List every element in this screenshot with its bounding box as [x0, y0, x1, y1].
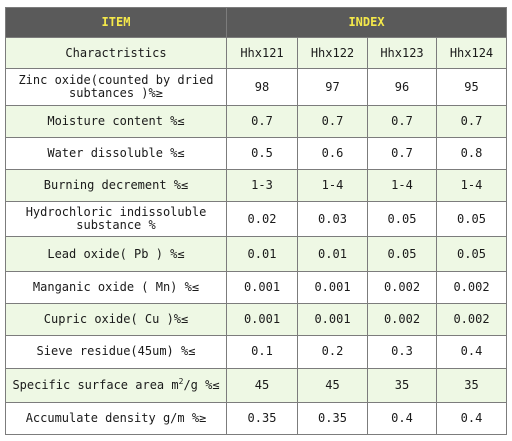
row-value: 0.7 — [436, 105, 507, 139]
table-row: Water dissoluble %≤ 0.5 0.6 0.7 0.8 — [5, 137, 507, 171]
table-row: Burning decrement %≤ 1-3 1-4 1-4 1-4 — [5, 169, 507, 203]
row-name: Accumulate density g/m %≥ — [5, 401, 227, 436]
row-value: 0.7 — [367, 105, 437, 139]
row-value: 0.001 — [226, 302, 298, 336]
row-value: 1-3 — [226, 169, 298, 203]
row-value: 0.05 — [436, 201, 507, 238]
row-value: 0.002 — [367, 270, 437, 304]
column-label-row: Charactristics Hhx121 Hhx122 Hhx123 Hhx1… — [5, 37, 507, 70]
row-value: 97 — [297, 68, 368, 107]
row-name: Cupric oxide( Cu )%≤ — [5, 302, 227, 336]
grade-hhx121: Hhx121 — [226, 37, 298, 70]
row-value: 1-4 — [297, 169, 368, 203]
row-name: Hydrochloric indissoluble substance % — [5, 201, 227, 238]
row-value: 0.001 — [226, 270, 298, 304]
row-value: 0.35 — [226, 401, 298, 436]
row-name: Specific surface area m2/g %≤ — [5, 367, 227, 403]
table-row: Moisture content %≤ 0.7 0.7 0.7 0.7 — [5, 105, 507, 139]
row-name-text: Specific surface area m — [12, 377, 179, 392]
row-value: 45 — [297, 367, 368, 403]
row-value: 35 — [367, 367, 437, 403]
row-value: 0.3 — [367, 334, 437, 369]
row-value: 96 — [367, 68, 437, 107]
table-row: Sieve residue(45um) %≤ 0.1 0.2 0.3 0.4 — [5, 334, 507, 369]
row-value: 1-4 — [367, 169, 437, 203]
row-value: 0.35 — [297, 401, 368, 436]
row-value: 0.2 — [297, 334, 368, 369]
table-row: Lead oxide( Pb ) %≤ 0.01 0.01 0.05 0.05 — [5, 236, 507, 272]
row-value: 0.1 — [226, 334, 298, 369]
table-row: Cupric oxide( Cu )%≤ 0.001 0.001 0.002 0… — [5, 302, 507, 336]
row-value: 0.6 — [297, 137, 368, 171]
table-row: Hydrochloric indissoluble substance % 0.… — [5, 201, 507, 238]
row-value: 98 — [226, 68, 298, 107]
row-value: 0.002 — [367, 302, 437, 336]
row-value: 0.01 — [226, 236, 298, 272]
row-value: 45 — [226, 367, 298, 403]
row-name: Moisture content %≤ — [5, 105, 227, 139]
grade-hhx124: Hhx124 — [436, 37, 507, 70]
row-value: 95 — [436, 68, 507, 107]
row-value: 0.001 — [297, 270, 368, 304]
row-value: 0.01 — [297, 236, 368, 272]
grade-hhx122: Hhx122 — [297, 37, 368, 70]
row-value: 0.4 — [436, 401, 507, 436]
row-name-tail: /g %≤ — [183, 377, 220, 392]
row-name: Lead oxide( Pb ) %≤ — [5, 236, 227, 272]
row-value: 0.8 — [436, 137, 507, 171]
row-name: Zinc oxide(counted by dried subtances )%… — [5, 68, 227, 107]
row-value: 0.7 — [367, 137, 437, 171]
spec-table: ITEM INDEX Charactristics Hhx121 Hhx122 … — [5, 6, 507, 436]
row-name: Sieve residue(45um) %≤ — [5, 334, 227, 369]
grade-hhx123: Hhx123 — [367, 37, 437, 70]
row-value: 0.7 — [226, 105, 298, 139]
row-name: Manganic oxide ( Mn) %≤ — [5, 270, 227, 304]
index-header: INDEX — [226, 6, 507, 39]
table-row: Specific surface area m2/g %≤ 45 45 35 3… — [5, 367, 507, 403]
header-row: ITEM INDEX — [5, 6, 507, 39]
table-row: Zinc oxide(counted by dried subtances )%… — [5, 68, 507, 107]
table-row: Accumulate density g/m %≥ 0.35 0.35 0.4 … — [5, 401, 507, 436]
row-value: 0.05 — [367, 236, 437, 272]
row-value: 35 — [436, 367, 507, 403]
row-value: 0.5 — [226, 137, 298, 171]
row-value: 0.7 — [297, 105, 368, 139]
row-value: 0.4 — [367, 401, 437, 436]
row-name: Water dissoluble %≤ — [5, 137, 227, 171]
row-value: 0.03 — [297, 201, 368, 238]
row-value: 1-4 — [436, 169, 507, 203]
table-row: Manganic oxide ( Mn) %≤ 0.001 0.001 0.00… — [5, 270, 507, 304]
row-value: 0.05 — [367, 201, 437, 238]
row-name-superscript: 2 — [178, 376, 184, 386]
row-value: 0.4 — [436, 334, 507, 369]
row-value: 0.05 — [436, 236, 507, 272]
row-value: 0.002 — [436, 302, 507, 336]
row-name: Burning decrement %≤ — [5, 169, 227, 203]
row-value: 0.001 — [297, 302, 368, 336]
row-value: 0.002 — [436, 270, 507, 304]
characteristics-label: Charactristics — [5, 37, 227, 70]
row-value: 0.02 — [226, 201, 298, 238]
item-header: ITEM — [5, 6, 227, 39]
